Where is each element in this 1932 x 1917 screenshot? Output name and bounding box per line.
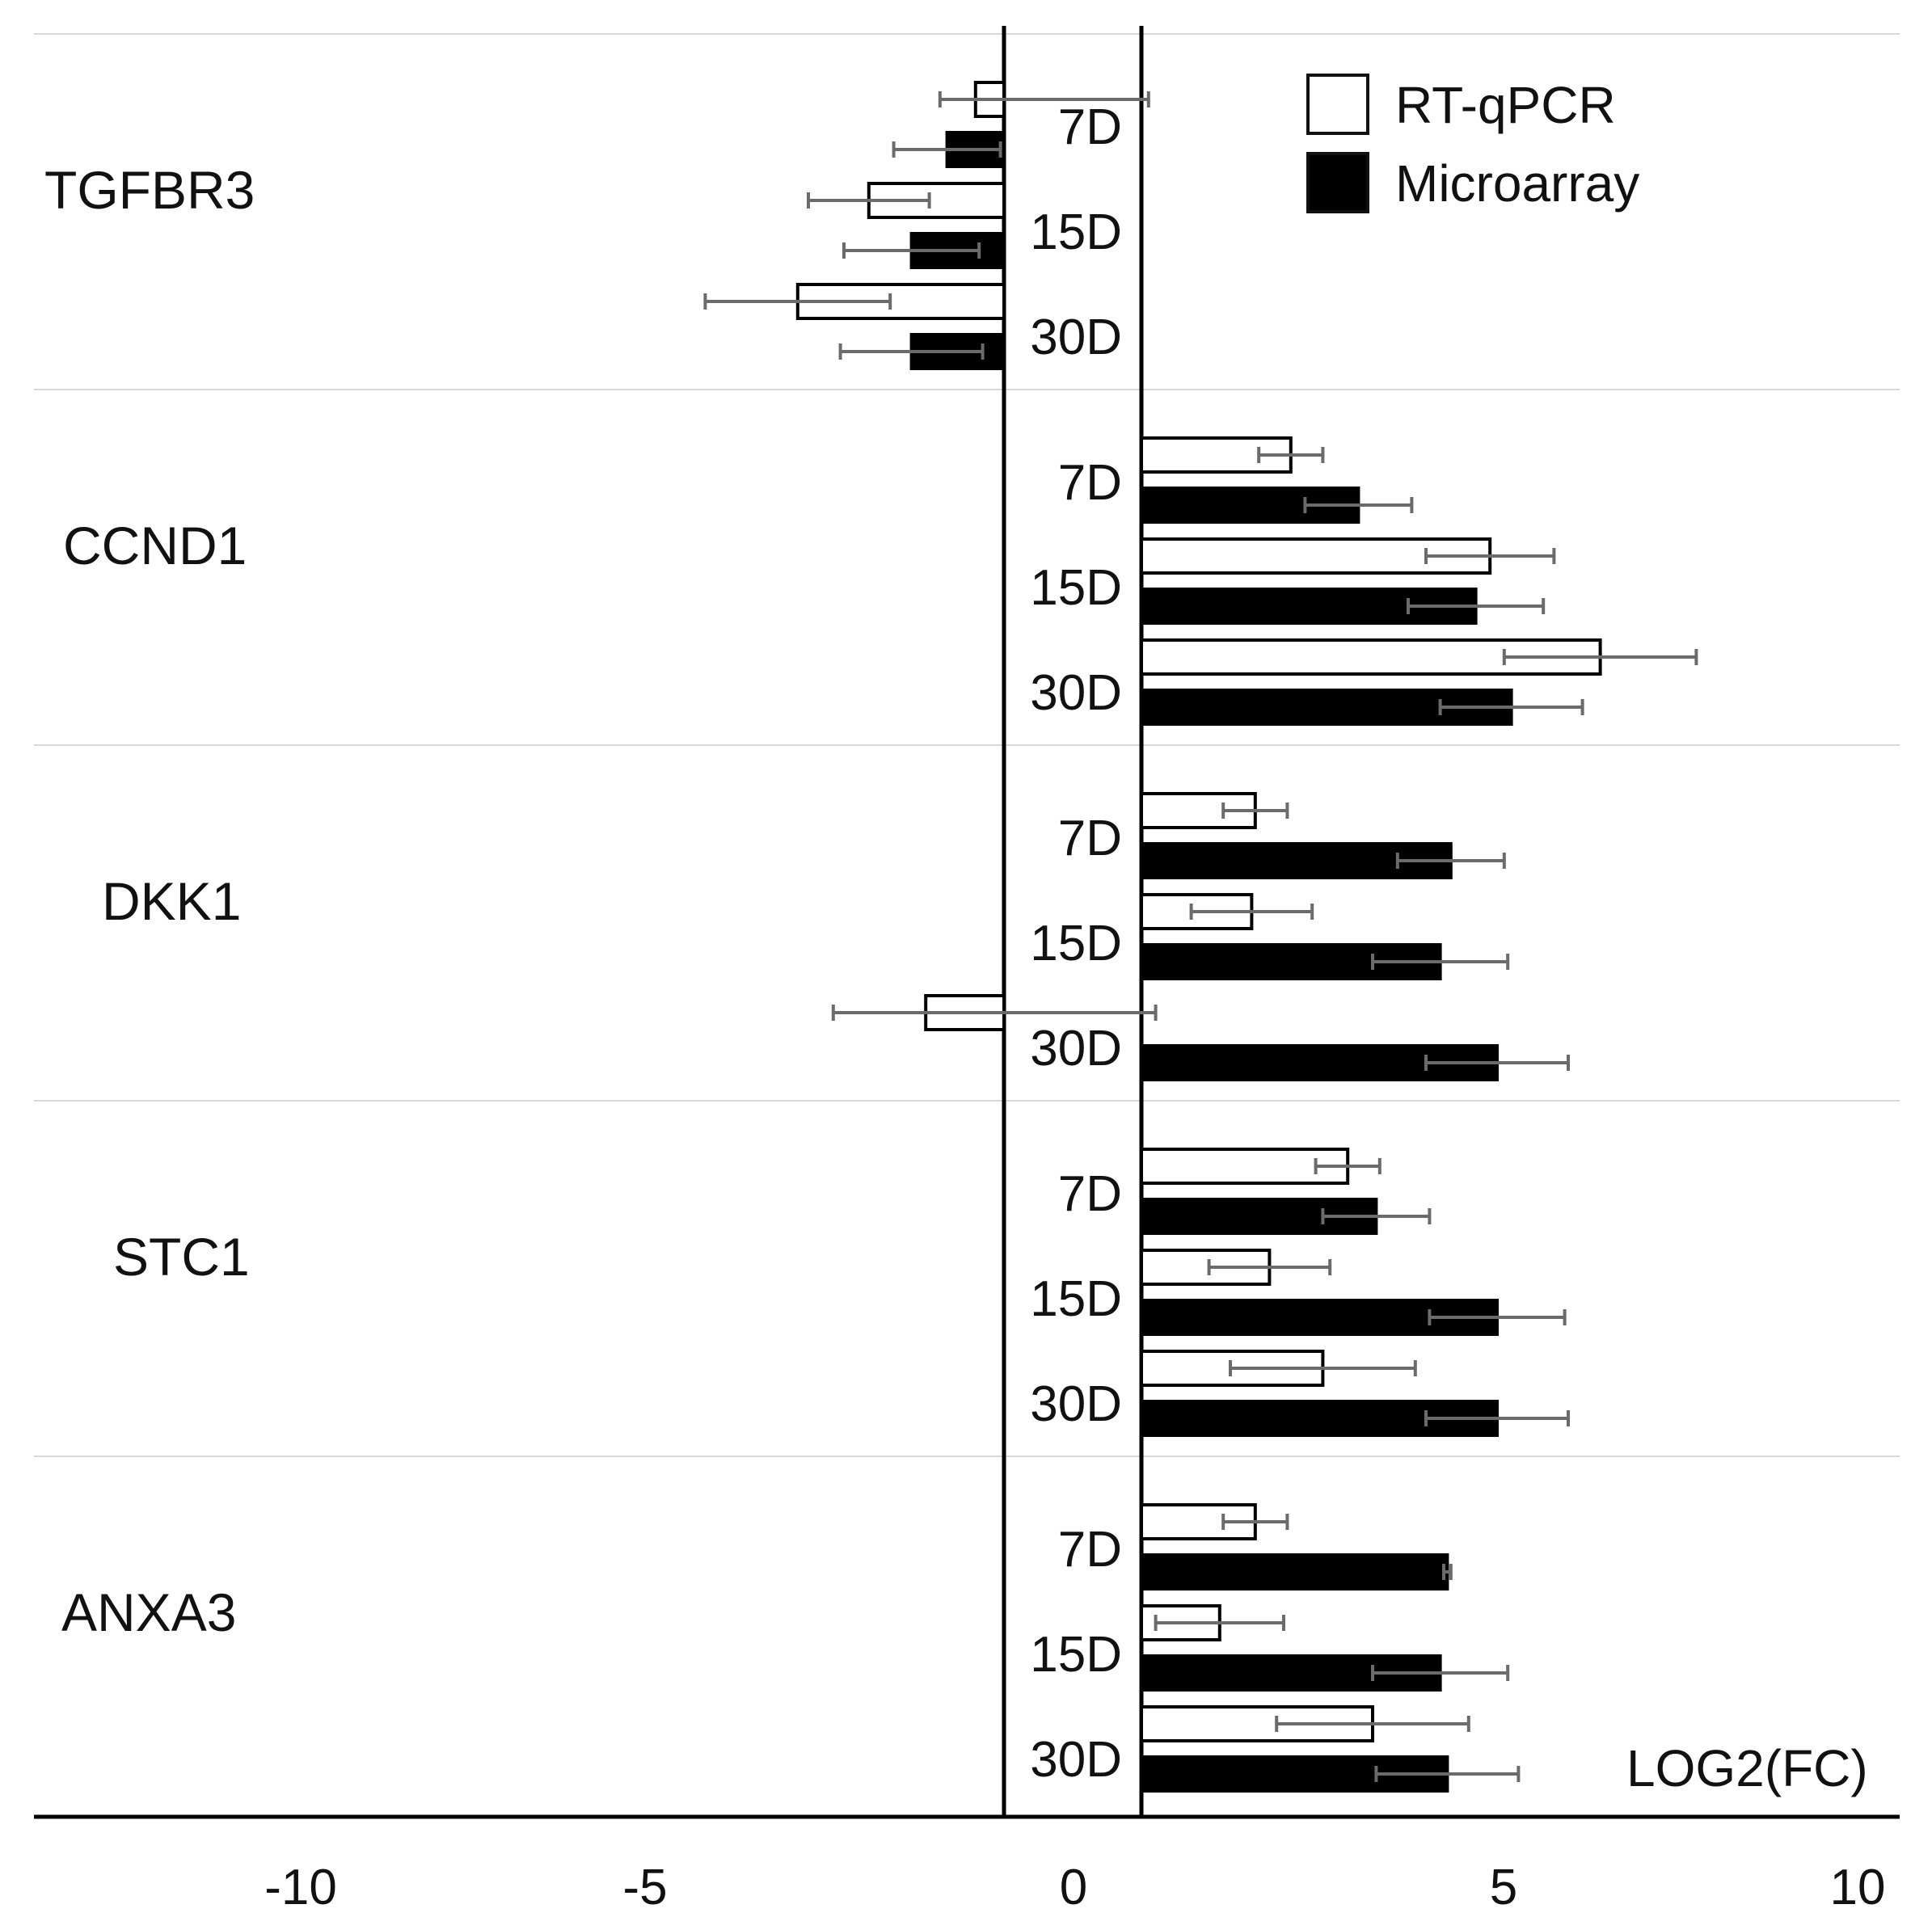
timepoint-label: 15D <box>1030 1627 1122 1683</box>
timepoint-label: 7D <box>1058 1166 1122 1222</box>
error-bars <box>703 91 1698 1782</box>
gene-label: CCND1 <box>63 516 247 575</box>
gene-separators <box>34 33 1900 1457</box>
timepoint-label: 7D <box>1058 99 1122 155</box>
gene-label: ANXA3 <box>61 1582 236 1642</box>
legend-swatch-microarray <box>1306 152 1369 213</box>
x-tick-label: 10 <box>1830 1860 1886 1915</box>
timepoint-label: 15D <box>1030 204 1122 260</box>
gene-label: TGFBR3 <box>44 160 255 220</box>
timepoint-label: 30D <box>1030 1376 1122 1432</box>
timepoint-label: 30D <box>1030 1732 1122 1788</box>
legend-label-rtqpcr: RT-qPCR <box>1395 76 1616 134</box>
bar-rtqpcr <box>1140 1148 1350 1185</box>
legend-swatch-rtqpcr <box>1306 74 1369 135</box>
bar-rtqpcr <box>1140 792 1257 829</box>
timepoint-label: 15D <box>1030 560 1122 616</box>
bars <box>795 81 1602 1793</box>
timepoint-label: 7D <box>1058 1522 1122 1578</box>
timepoint-label: 15D <box>1030 1271 1122 1327</box>
timepoint-label: 30D <box>1030 310 1122 365</box>
timepoint-label: 30D <box>1030 1021 1122 1076</box>
gene-label: STC1 <box>113 1227 250 1287</box>
legend: RT-qPCR Microarray <box>1306 74 1639 213</box>
legend-label-microarray: Microarray <box>1395 154 1639 213</box>
x-tick-label: 0 <box>1060 1860 1087 1915</box>
x-axis-label: LOG2(FC) <box>1626 1739 1868 1797</box>
x-tick-label: -5 <box>622 1860 667 1915</box>
gene-labels: TGFBR3 CCND1 DKK1 STC1 ANXA3 <box>44 160 255 1642</box>
gene-label: DKK1 <box>102 871 241 931</box>
timepoint-labels: 7D 15D 30D 7D 15D 30D 7D 15D 30D 7D 15D 30D 7D 15D 30D <box>1030 99 1122 1788</box>
bar-rtqpcr <box>867 182 1006 219</box>
bar-microarray <box>1140 1553 1449 1590</box>
timepoint-label: 15D <box>1030 916 1122 971</box>
x-tick-labels: -10 -5 0 5 10 <box>264 1860 1885 1915</box>
bar-rtqpcr <box>795 283 1006 320</box>
timepoint-label: 7D <box>1058 455 1122 511</box>
x-tick-label: -10 <box>264 1860 337 1915</box>
x-tick-label: 5 <box>1490 1860 1517 1915</box>
timepoint-label: 7D <box>1058 811 1122 866</box>
timepoint-label: 30D <box>1030 665 1122 721</box>
